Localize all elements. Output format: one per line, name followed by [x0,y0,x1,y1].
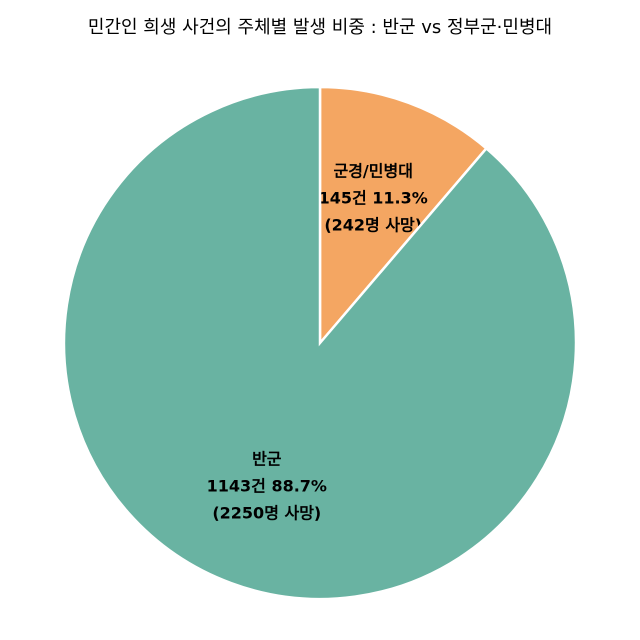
slice-label: 군경/민병대 [333,161,412,180]
chart-title: 민간인 희생 사건의 주체별 발생 비중 : 반군 vs 정부군·민병대 [88,17,552,38]
slice-label: 1143건 88.7% [207,477,327,496]
slice-label: 145건 11.3% [319,188,428,207]
pie-slice [62,85,578,601]
pie-slice [318,85,489,347]
slice-label: 반군 [252,450,282,469]
slice-label: (2250명 사망) [212,504,321,523]
slice-label: (242명 사망) [324,215,422,234]
